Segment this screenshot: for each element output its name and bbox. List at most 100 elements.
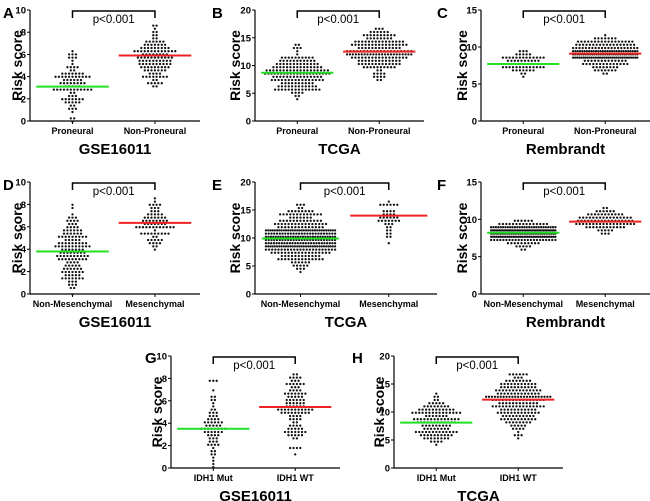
data-point [290,226,294,229]
data-point [605,210,609,213]
data-point [273,245,276,248]
data-point [74,56,78,59]
data-point [291,229,294,232]
data-point [212,389,215,392]
data-point [323,242,326,245]
data-point [552,229,555,232]
data-point [440,405,443,408]
data-point [532,66,535,69]
data-point [383,37,386,40]
p-value-annotation: p<0.001 [543,14,585,26]
data-point [280,222,283,226]
panel-letter: A [3,5,14,22]
data-point [207,421,210,424]
data-point [520,226,524,229]
data-point [71,280,74,283]
data-point [401,53,404,56]
data-point [297,232,301,235]
data-point [372,30,376,34]
data-point [213,430,217,434]
data-point [309,235,312,238]
data-point [607,229,610,232]
data-point [78,277,81,280]
data-point [292,213,295,216]
data-point [300,434,304,437]
data-point [525,402,528,405]
data-point [273,232,276,235]
data-point [389,210,392,213]
x-tick-label: Non-Proneural [574,126,637,136]
data-point [71,238,74,242]
data-point [294,235,297,238]
data-point [508,235,511,238]
data-point [78,274,81,277]
x-tick-label: Non-Proneural [124,126,187,136]
data-point [66,219,69,222]
data-point [311,245,314,248]
data-point [295,446,299,450]
data-point [288,402,292,405]
data-point [71,216,74,219]
data-point [208,379,211,382]
data-point [155,30,158,34]
data-point [497,226,500,229]
data-point [602,226,605,229]
data-point [298,229,301,232]
y-tick-label: 15 [379,380,390,391]
data-point [272,69,275,72]
y-tick-label: 0 [472,290,477,301]
panel-letter: D [3,177,14,194]
data-point [304,261,307,264]
data-point [381,46,384,50]
data-point [520,418,523,421]
data-point [597,213,600,216]
data-point [71,59,74,62]
data-point [384,46,388,50]
data-point [588,50,591,53]
data-point [372,37,376,40]
data-point [374,56,377,59]
data-point [74,107,78,110]
data-point [616,46,620,50]
data-point [398,40,401,43]
data-point [74,222,78,226]
data-point [367,62,371,66]
data-point [600,59,603,62]
data-point [510,411,513,414]
data-point [309,229,312,232]
data-point [534,392,537,395]
data-point [593,213,597,216]
data-point [416,418,419,421]
data-point [378,27,381,30]
data-point [67,222,71,226]
data-point [610,229,614,232]
data-point [273,229,276,232]
data-point [69,82,72,85]
data-point [215,437,218,440]
data-point [297,82,301,85]
data-point [314,258,317,261]
data-point [539,222,542,226]
data-point [522,402,525,405]
data-point [530,219,533,222]
data-point [619,56,622,59]
data-point [429,418,433,421]
data-point [595,43,598,46]
data-point [613,50,616,53]
data-point [153,200,157,203]
data-point [289,66,292,69]
data-point [292,424,295,427]
data-point [79,267,83,270]
data-point [494,226,498,229]
data-point [500,382,503,386]
data-point [441,430,445,434]
data-point [491,229,494,232]
data-point [287,56,290,59]
data-point [371,56,374,59]
data-point [361,46,364,50]
data-point [607,37,610,40]
data-point [513,229,516,232]
data-point [398,43,401,46]
data-point [212,424,215,427]
group-idh1-mut [400,392,473,446]
